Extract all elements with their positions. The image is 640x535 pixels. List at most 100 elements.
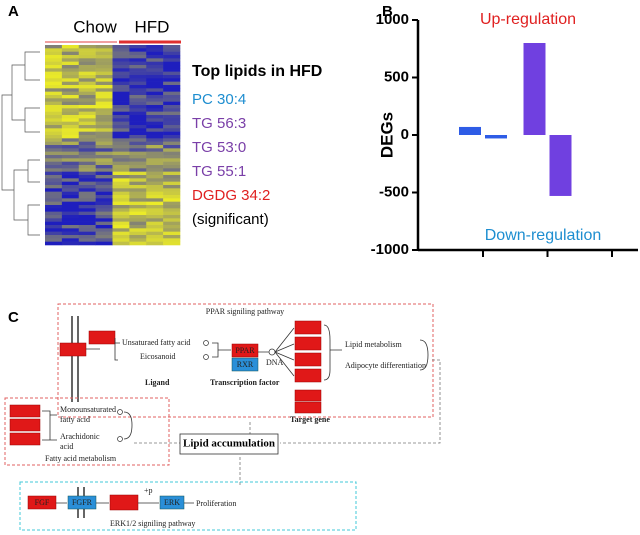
- heat-cell: [112, 118, 130, 122]
- heat-cell: [112, 178, 130, 182]
- heat-cell: [146, 171, 164, 176]
- heat-cell: [61, 58, 80, 62]
- heat-cell: [95, 78, 113, 82]
- heat-cell: [112, 121, 130, 126]
- heat-cell: [129, 181, 147, 186]
- outcome: Proliferation: [196, 499, 236, 508]
- heat-cell: [146, 158, 164, 162]
- heat-cell: [78, 145, 96, 149]
- heat-cell: [163, 171, 181, 176]
- heat-cell: [78, 175, 96, 179]
- heat-cell: [129, 155, 147, 159]
- heat-cell: [95, 181, 113, 186]
- heat-cell: [95, 51, 113, 56]
- heat-cell: [78, 118, 96, 122]
- heat-cell: [95, 45, 113, 49]
- heat-cell: [95, 55, 113, 59]
- heat-cell: [78, 168, 96, 172]
- heat-cell: [61, 235, 80, 239]
- heat-cell: [45, 78, 63, 82]
- heat-cell: [95, 48, 113, 52]
- heat-cell: [78, 201, 96, 206]
- heat-cell: [61, 51, 80, 56]
- heat-cell: [146, 188, 164, 192]
- heat-cell: [45, 215, 63, 219]
- heat-cell: [61, 218, 80, 222]
- heat-cell: [129, 168, 147, 172]
- heat-cell: [61, 101, 80, 106]
- heat-cell: [112, 78, 130, 82]
- heat-cell: [95, 148, 113, 152]
- gene-box: [231, 357, 259, 372]
- heat-cell: [129, 171, 147, 176]
- heat-cell: [163, 125, 181, 129]
- heat-cell: [129, 218, 147, 222]
- node-label: ERK: [164, 498, 180, 507]
- heat-cell: [129, 141, 147, 146]
- bracket: [323, 324, 342, 381]
- heat-cell: [95, 178, 113, 182]
- heat-cell: [45, 161, 63, 166]
- heat-cell: [112, 95, 130, 99]
- heat-cell: [146, 165, 164, 169]
- heat-cell: [112, 208, 130, 212]
- node-label: RXR: [237, 360, 254, 369]
- heat-cell: [112, 188, 130, 192]
- heat-cell: [112, 45, 130, 49]
- heat-cell: [61, 228, 80, 232]
- heat-cell: [129, 238, 147, 242]
- heat-cell: [61, 221, 80, 226]
- heat-cell: [78, 221, 96, 226]
- heat-cell: [146, 95, 164, 99]
- heat-cell: [146, 98, 164, 102]
- heat-cell: [78, 81, 96, 86]
- heat-cell: [129, 138, 147, 142]
- heat-cell: [146, 88, 164, 92]
- heat-cell: [163, 195, 181, 199]
- heat-cell: [129, 75, 147, 79]
- heat-cell: [146, 231, 164, 236]
- heat-cell: [129, 111, 147, 116]
- heat-cell: [146, 128, 164, 132]
- heat-cell: [112, 91, 130, 96]
- bracket: [123, 411, 133, 440]
- heat-cell: [146, 191, 164, 196]
- heat-cell: [129, 158, 147, 162]
- heat-cell: [45, 235, 63, 239]
- lipid: TG 56:3: [192, 115, 246, 132]
- heat-cell: [78, 191, 96, 196]
- heat-cell: [163, 165, 181, 169]
- note: (significant): [192, 211, 269, 228]
- heat-cell: [112, 148, 130, 152]
- heat-cell: [95, 71, 113, 76]
- heat-cell: [146, 101, 164, 106]
- heat-cell: [61, 71, 80, 76]
- heat-cell: [112, 221, 130, 226]
- heat-cell: [61, 168, 80, 172]
- heat-cell: [146, 48, 164, 52]
- heat-cell: [129, 211, 147, 216]
- heat-cell: [163, 181, 181, 186]
- lipid: TG 53:0: [192, 139, 246, 156]
- heat-cell: [78, 225, 96, 229]
- heat-cell: [129, 241, 147, 246]
- heat-cell: [45, 188, 63, 192]
- heat-cell: [61, 145, 80, 149]
- heat-cell: [61, 108, 80, 112]
- arrow: [42, 410, 57, 441]
- heat-cell: [78, 115, 96, 119]
- panel-label: B: [382, 3, 393, 20]
- heat-cell: [95, 191, 113, 196]
- heat-cell: [78, 151, 96, 156]
- heat-cell: [112, 201, 130, 206]
- heat-cell: [45, 115, 63, 119]
- heat-cell: [95, 108, 113, 112]
- heat-cell: [146, 78, 164, 82]
- heat-cell: [95, 141, 113, 146]
- gene-box: [231, 343, 259, 358]
- heat-cell: [45, 231, 63, 236]
- heat-cell: [45, 135, 63, 139]
- heat-cell: [112, 165, 130, 169]
- heat-cell: [146, 168, 164, 172]
